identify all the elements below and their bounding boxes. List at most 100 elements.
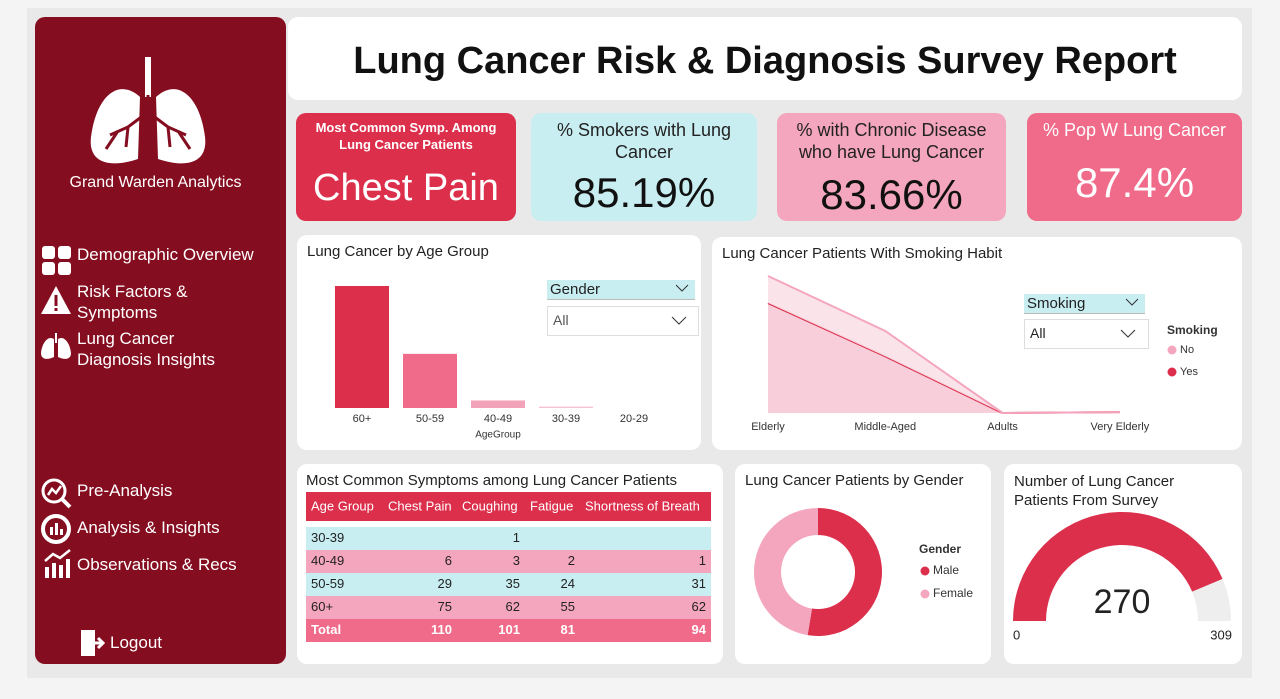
chart-title: Number of Lung Cancer Patients From Surv… [1014,473,1175,509]
kpi-label: % Smokers with Lung Cancer [556,120,732,162]
table-header-bg [306,492,711,521]
gauge-value-label: 270 [1094,583,1151,621]
table-cell: 62 [506,599,520,614]
chart-title: Lung Cancer Patients by Gender [745,472,964,489]
table-cell: 24 [561,576,575,591]
legend-label: No [1180,344,1194,356]
kpi-value: 83.66% [820,171,963,218]
logout-icon [81,630,105,656]
table-row-bg [306,619,711,642]
slicer-value[interactable]: All [1024,319,1149,349]
legend-title: Gender [919,542,961,556]
x-tick-label: 60+ [353,413,372,425]
nav-icon [41,333,71,359]
table-cell: 6 [445,553,452,568]
nav-item[interactable]: Lung Cancer Diagnosis Insights [77,329,215,369]
column-header: Age Group [311,498,374,513]
chevron [675,284,689,292]
area [768,303,1120,413]
nav-icon [41,478,72,509]
table-cell: 81 [561,622,575,637]
logout[interactable]: Logout [110,633,162,652]
column-header: Coughing [462,498,518,513]
chevron [1125,298,1139,306]
sidebar: Grand Warden Analytics Demographic Overv… [35,17,286,664]
x-tick-label: Adults [987,421,1018,433]
x-axis-label: AgeGroup [475,430,521,441]
kpi-card: % Smokers with Lung Cancer 85.19% [531,113,757,221]
x-tick-label: 40-49 [484,413,512,425]
legend-label: Female [933,586,973,600]
area-panel: Lung Cancer Patients With Smoking Habit … [712,237,1242,450]
gauge-panel: Number of Lung Cancer Patients From Surv… [1004,464,1242,664]
table-cell: 40-49 [311,553,344,568]
bar-panel: Lung Cancer by Age Group 60+ 50-59 40-49 30… [297,235,701,450]
bar [539,406,593,408]
table-cell: 55 [561,599,575,614]
column-header: Chest Pain [388,498,452,513]
slicer-value[interactable]: All [547,306,699,336]
table-cell: 2 [568,553,575,568]
table-cell: 35 [506,576,520,591]
kpi-value: 87.4% [1074,159,1195,206]
table-cell: 1 [699,553,706,568]
nav-icon [41,286,71,314]
chevron [1120,329,1136,338]
page-title: Lung Cancer Risk & Diagnosis Survey Repo… [353,40,1177,82]
bar [403,353,457,408]
x-tick-label: Elderly [751,421,785,433]
table-cell: 3 [513,553,520,568]
table-title: Most Common Symptoms among Lung Cancer P… [306,472,677,489]
x-tick-label: Middle-Aged [854,421,916,433]
slicer-label[interactable]: Gender [547,280,695,300]
legend-label: Male [933,563,959,577]
legend-marker [1167,367,1177,377]
kpi-label: Most Common Symp. Among Lung Cancer Pati… [315,120,497,152]
chart-title: Lung Cancer by Age Group [307,243,489,260]
table-row-bg [306,573,711,596]
nav-item[interactable]: Analysis & Insights [77,518,220,537]
table-cell: Total [311,622,341,637]
brand: Grand Warden Analytics [69,174,242,191]
kpi-label: % with Chronic Disease who have Lung Can… [796,120,987,162]
area-chart: Elderly Middle-Aged Adults Very Elderly Smok… [751,275,1218,433]
donut-slice [754,508,818,636]
table-cell: 30-39 [311,530,344,545]
kpi-label: % Pop W Lung Cancer [1042,120,1227,140]
x-tick-label: 30-39 [552,413,580,425]
kpi-card: Most Common Symp. Among Lung Cancer Pati… [296,113,516,221]
line [767,275,1120,415]
legend-marker [1167,345,1177,355]
nav-item[interactable]: Pre-Analysis [77,481,173,500]
bar-chart: 60+ 50-59 40-49 30-39 20-29 AgeGroup [335,286,648,441]
legend-marker [920,589,930,599]
table-cell: 75 [438,599,452,614]
gauge-value [1013,512,1223,621]
x-tick-label: 20-29 [620,413,648,425]
kpi-card: % Pop W Lung Cancer 87.4% [1027,113,1242,221]
column-header: Fatigue [530,498,573,513]
nav-item[interactable]: Demographic Overview [77,245,254,264]
x-tick-label: Very Elderly [1091,421,1150,433]
gauge-chart: 270 0 309 [1013,512,1232,642]
bar [471,400,525,408]
kpi-value: Chest Pain [313,167,499,209]
table-row-bg [306,550,711,573]
column-header: Shortness of Breath [585,498,700,513]
table-cell: 31 [692,576,706,591]
nav-item[interactable]: Observations & Recs [77,555,237,574]
table-cell: 29 [438,576,452,591]
header: Lung Cancer Risk & Diagnosis Survey Repo… [288,17,1242,100]
nav-icon [42,246,71,275]
nav-item[interactable]: Risk Factors & Symptoms [77,282,188,322]
bar [335,286,389,408]
nav-icon [41,514,71,544]
legend-marker [920,566,930,576]
gauge-min: 0 [1013,627,1020,642]
table-cell: 101 [498,622,520,637]
slicer-label[interactable]: Smoking [1024,294,1145,314]
lungs-icon [90,57,206,164]
table-cell: 62 [692,599,706,614]
legend-label: Yes [1180,366,1198,378]
